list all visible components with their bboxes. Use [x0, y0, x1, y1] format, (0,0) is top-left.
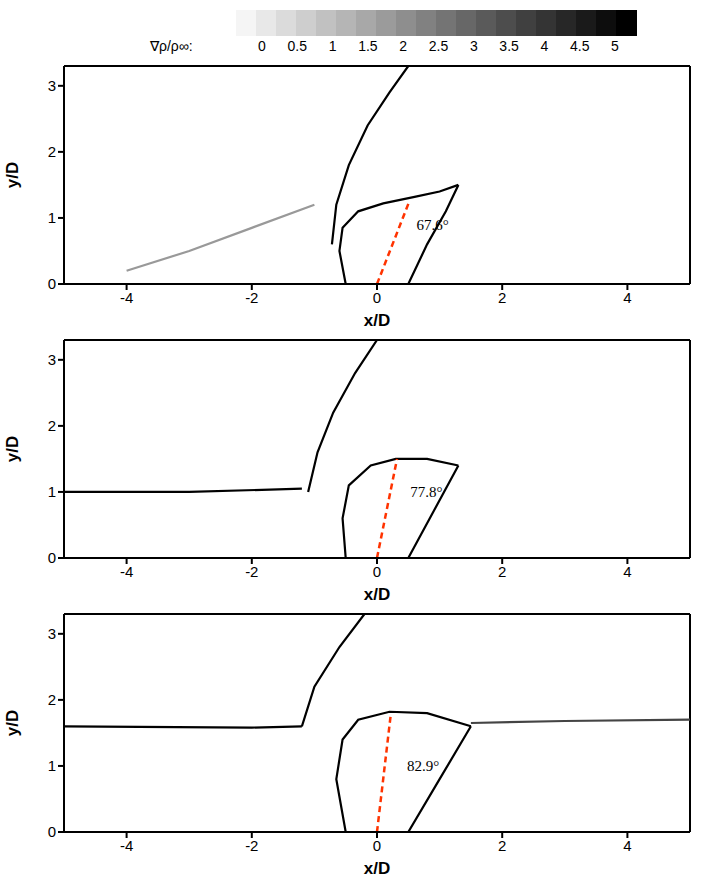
- svg-text:67.6°: 67.6°: [416, 217, 448, 233]
- svg-text:y/D: y/D: [3, 436, 22, 462]
- svg-text:0: 0: [48, 275, 56, 292]
- svg-text:1: 1: [48, 209, 56, 226]
- html-text:0.5: 0.5: [287, 38, 307, 54]
- html-text:4: 4: [540, 38, 549, 54]
- svg-text:-4: -4: [120, 289, 133, 306]
- svg-text:-2: -2: [245, 289, 258, 306]
- svg-text:x/D: x/D: [364, 859, 390, 878]
- html-text:3.5: 3.5: [499, 38, 519, 54]
- svg-text:1: 1: [48, 757, 56, 774]
- svg-text:0: 0: [48, 549, 56, 566]
- html-text:3: 3: [469, 38, 478, 54]
- svg-text:x/D: x/D: [364, 311, 390, 330]
- html-text:2.5: 2.5: [428, 38, 449, 54]
- svg-text:x/D: x/D: [364, 585, 390, 604]
- html-text:0: 0: [258, 38, 266, 54]
- html-text:4.5: 4.5: [570, 38, 590, 54]
- svg-text:3: 3: [48, 77, 56, 94]
- svg-text:2: 2: [48, 691, 56, 708]
- svg-text:0: 0: [373, 837, 381, 854]
- svg-text:77.8°: 77.8°: [410, 484, 442, 500]
- svg-text:-4: -4: [120, 563, 133, 580]
- svg-text:-2: -2: [245, 837, 258, 854]
- svg-text:-4: -4: [120, 837, 133, 854]
- svg-text:4: 4: [623, 289, 631, 306]
- svg-text:2: 2: [48, 143, 56, 160]
- svg-text:-2: -2: [245, 563, 258, 580]
- svg-text:4: 4: [623, 563, 631, 580]
- html-text:1: 1: [328, 38, 337, 54]
- svg-text:2: 2: [498, 837, 506, 854]
- svg-text:0: 0: [373, 289, 381, 306]
- svg-text:82.9°: 82.9°: [407, 758, 439, 774]
- html-text:∇ρ/ρ∞:: ∇ρ/ρ∞:: [150, 38, 193, 54]
- svg-text:4: 4: [623, 837, 631, 854]
- svg-text:y/D: y/D: [3, 162, 22, 188]
- svg-text:3: 3: [48, 625, 56, 642]
- svg-text:2: 2: [48, 417, 56, 434]
- svg-text:2: 2: [498, 563, 506, 580]
- svg-text:0: 0: [373, 563, 381, 580]
- svg-text:y/D: y/D: [3, 710, 22, 736]
- svg-text:1: 1: [48, 483, 56, 500]
- html-text:1.5: 1.5: [358, 38, 378, 54]
- svg-text:0: 0: [48, 823, 56, 840]
- svg-text:2: 2: [498, 289, 506, 306]
- html-text:5: 5: [611, 38, 619, 54]
- svg-text:3: 3: [48, 351, 56, 368]
- html-text:2: 2: [399, 38, 408, 54]
